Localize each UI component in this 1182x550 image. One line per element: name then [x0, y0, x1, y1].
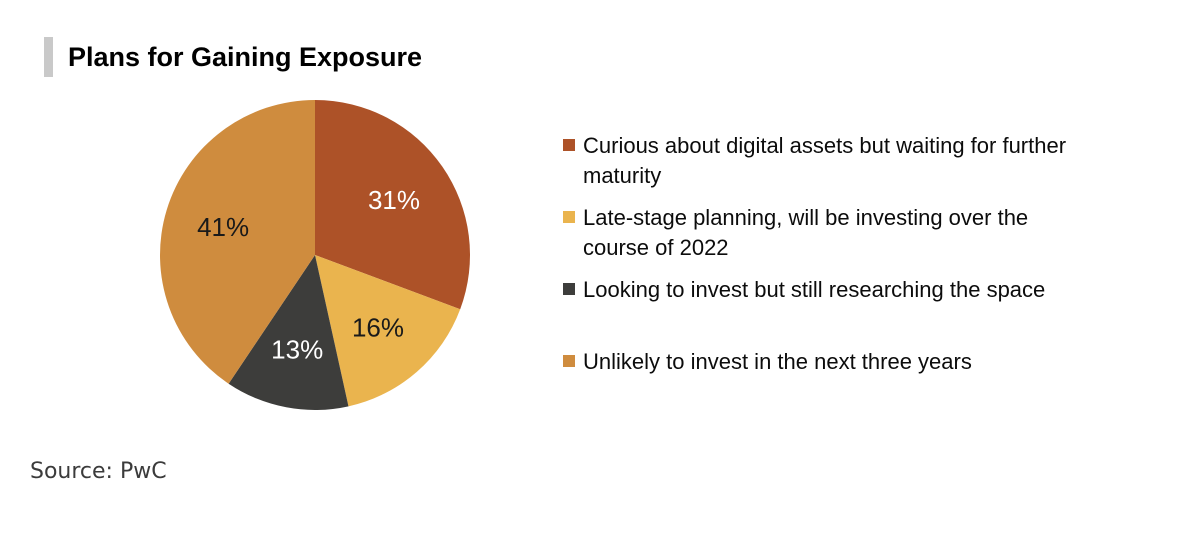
legend-marker-icon — [563, 211, 575, 223]
pie-slice-4 — [160, 100, 315, 384]
legend-item-2: Late-stage planning, will be investing o… — [563, 203, 1163, 263]
pie-slice-label-2: 16% — [352, 313, 404, 343]
legend-label: Unlikely to invest in the next three yea… — [583, 349, 972, 374]
legend-item-1: Curious about digital assets but waiting… — [563, 131, 1163, 191]
legend-item-3: Looking to invest but still researching … — [563, 275, 1163, 335]
legend-marker-icon — [563, 283, 575, 295]
pie-slice-label-3: 13% — [271, 334, 323, 364]
legend-label: Late-stage planning, will be investing o… — [583, 205, 1029, 260]
pie-slice-label-1: 31% — [368, 185, 420, 215]
pie-slice-1 — [315, 100, 471, 310]
chart-header: Plans for Gaining Exposure — [44, 37, 422, 77]
legend-marker-icon — [563, 355, 575, 367]
pie-slice-2 — [315, 255, 461, 407]
legend-label: Looking to invest but still researching … — [583, 277, 1046, 302]
pie-slice-3 — [228, 255, 349, 410]
legend-label: Curious about digital assets but waiting… — [583, 133, 1067, 188]
legend-item-4: Unlikely to invest in the next three yea… — [563, 347, 1163, 407]
title-accent-bar — [44, 37, 53, 77]
pie-chart: 31% 16% 13% 41% — [160, 100, 471, 410]
legend-marker-icon — [563, 139, 575, 151]
chart-legend: Curious about digital assets but waiting… — [563, 131, 1163, 419]
source-note: Source: PwC — [30, 459, 167, 484]
chart-title: Plans for Gaining Exposure — [68, 42, 423, 72]
pie-slice-label-4: 41% — [197, 212, 249, 242]
